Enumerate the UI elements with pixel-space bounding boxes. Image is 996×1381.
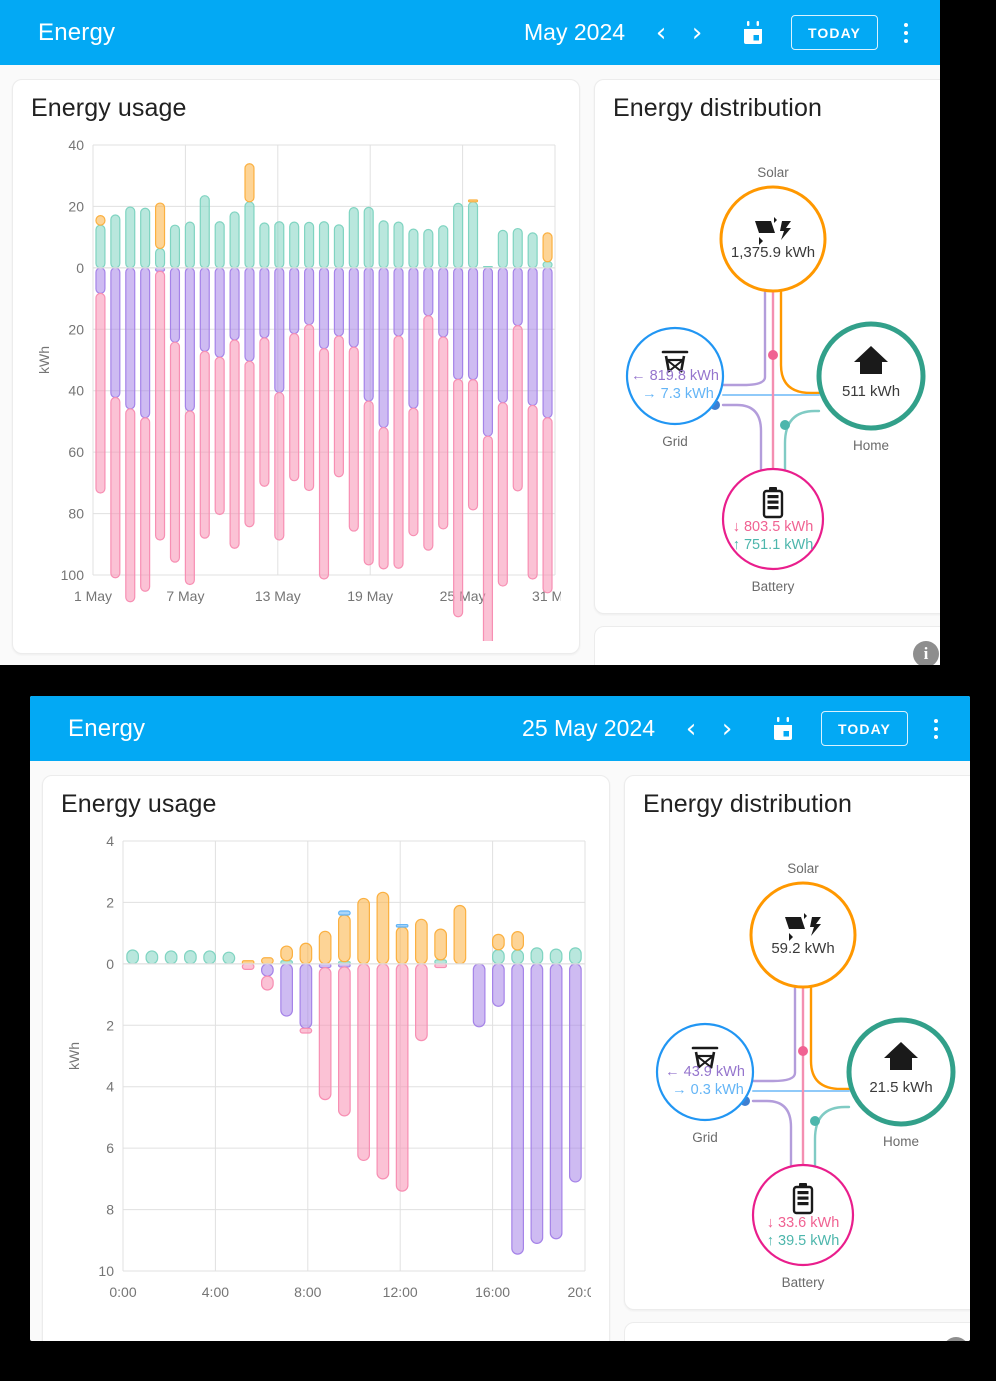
energy-distribution-title: Energy distribution bbox=[613, 94, 822, 122]
svg-text:→ 7.3 kWh: → 7.3 kWh bbox=[642, 386, 714, 402]
chevron-left-icon[interactable]: ‹ bbox=[685, 713, 697, 744]
svg-text:4: 4 bbox=[106, 1079, 114, 1095]
svg-text:8:00: 8:00 bbox=[294, 1284, 321, 1300]
date-range-label: May 2024 bbox=[524, 19, 626, 45]
usage-bar-chart-svg: 4 2 0 2 4 6 8 10 0:00 4:00 8:00 12:00 16:00 20:00 kWh bbox=[66, 833, 591, 1300]
svg-text:12:00: 12:00 bbox=[383, 1284, 418, 1300]
svg-text:4: 4 bbox=[106, 833, 114, 849]
energy-usage-card-day: Energy usage 4 2 0 2 4 6 8 10 0:00 4:00 8:00 12:00 1… bbox=[42, 775, 610, 1341]
svg-text:19 May: 19 May bbox=[347, 588, 393, 604]
svg-text:→ 0.3 kWh: → 0.3 kWh bbox=[672, 1082, 744, 1098]
energy-distribution-card-month: Energy distribution Solar 1,375.9 kWh Grid… bbox=[594, 79, 940, 614]
chevron-left-icon[interactable]: ‹ bbox=[655, 17, 667, 48]
svg-text:8: 8 bbox=[106, 1202, 114, 1218]
svg-text:7 May: 7 May bbox=[166, 588, 204, 604]
more-vert-icon[interactable] bbox=[922, 709, 950, 749]
svg-text:0: 0 bbox=[106, 956, 114, 972]
svg-text:60: 60 bbox=[68, 444, 84, 460]
svg-text:13 May: 13 May bbox=[255, 588, 301, 604]
svg-text:16:00: 16:00 bbox=[475, 1284, 510, 1300]
svg-text:2: 2 bbox=[106, 1017, 114, 1033]
info-icon[interactable]: i bbox=[943, 1337, 969, 1341]
chevron-right-icon[interactable]: › bbox=[691, 17, 703, 48]
app-title: Energy bbox=[38, 18, 116, 46]
svg-text:Battery: Battery bbox=[752, 579, 795, 594]
today-button[interactable]: TODAY bbox=[791, 15, 878, 50]
energy-usage-card-month: Energy usage 40 20 0 20 40 60 80 100 1 May 7 May 1… bbox=[12, 79, 580, 654]
svg-text:40: 40 bbox=[68, 137, 84, 153]
app-bar-month: Energy May 2024 ‹ › TODAY bbox=[0, 0, 940, 65]
svg-text:0: 0 bbox=[76, 260, 84, 276]
energy-usage-chart-month[interactable]: 40 20 0 20 40 60 80 100 1 May 7 May 13 May 19 May 25… bbox=[31, 131, 561, 641]
svg-text:Home: Home bbox=[853, 438, 889, 453]
screenshot-month-view: Energy May 2024 ‹ › TODAY Energy usage 4… bbox=[0, 0, 940, 665]
energy-distribution-card-day: Energy distribution Solar 59.2 kWh Grid ← 4… bbox=[624, 775, 970, 1310]
svg-text:Solar: Solar bbox=[787, 861, 819, 876]
svg-text:Grid: Grid bbox=[662, 434, 688, 449]
energy-distribution-diagram[interactable]: Solar 1,375.9 kWh Grid ← 819.8 kWh → 7.3 kWh… bbox=[613, 131, 933, 601]
energy-sources-partial-card: i bbox=[594, 626, 940, 665]
donut-chart-preview bbox=[595, 627, 925, 665]
donut-chart-preview bbox=[625, 1323, 955, 1341]
chevron-right-icon[interactable]: › bbox=[721, 713, 733, 744]
svg-text:100: 100 bbox=[61, 567, 85, 583]
svg-text:kWh: kWh bbox=[66, 1042, 82, 1070]
svg-text:21.5 kWh: 21.5 kWh bbox=[869, 1079, 932, 1096]
app-title: Energy bbox=[68, 714, 146, 742]
date-range-label: 25 May 2024 bbox=[522, 715, 656, 741]
svg-text:2: 2 bbox=[106, 894, 114, 910]
svg-text:6: 6 bbox=[106, 1140, 114, 1156]
info-icon[interactable]: i bbox=[913, 641, 939, 665]
svg-text:10: 10 bbox=[98, 1263, 114, 1279]
svg-text:1,375.9 kWh: 1,375.9 kWh bbox=[731, 244, 815, 261]
today-button[interactable]: TODAY bbox=[821, 711, 908, 746]
svg-text:20:00: 20:00 bbox=[567, 1284, 591, 1300]
calendar-icon[interactable] bbox=[731, 12, 775, 54]
svg-text:20: 20 bbox=[68, 321, 84, 337]
svg-text:← 819.8 kWh: ← 819.8 kWh bbox=[631, 368, 719, 384]
svg-text:1 May: 1 May bbox=[74, 588, 112, 604]
svg-text:20: 20 bbox=[68, 198, 84, 214]
more-vert-icon[interactable] bbox=[892, 13, 920, 53]
svg-text:↑ 751.1 kWh: ↑ 751.1 kWh bbox=[733, 537, 814, 553]
svg-text:0:00: 0:00 bbox=[109, 1284, 136, 1300]
svg-text:Solar: Solar bbox=[757, 165, 789, 180]
screenshot-day-view: Energy 25 May 2024 ‹ › TODAY Energy usag… bbox=[30, 696, 970, 1341]
svg-text:31 May: 31 May bbox=[532, 588, 561, 604]
energy-usage-title: Energy usage bbox=[31, 94, 187, 122]
svg-text:4:00: 4:00 bbox=[202, 1284, 229, 1300]
app-bar-day: Energy 25 May 2024 ‹ › TODAY bbox=[30, 696, 970, 761]
svg-text:80: 80 bbox=[68, 506, 84, 522]
energy-distribution-title: Energy distribution bbox=[643, 790, 852, 818]
svg-text:Home: Home bbox=[883, 1134, 919, 1149]
svg-text:40: 40 bbox=[68, 383, 84, 399]
svg-text:↑ 39.5 kWh: ↑ 39.5 kWh bbox=[767, 1233, 840, 1249]
calendar-icon[interactable] bbox=[761, 708, 805, 750]
svg-text:↓ 33.6 kWh: ↓ 33.6 kWh bbox=[767, 1215, 840, 1231]
svg-text:↓ 803.5 kWh: ↓ 803.5 kWh bbox=[733, 519, 814, 535]
svg-text:Grid: Grid bbox=[692, 1130, 718, 1145]
svg-text:← 43.9 kWh: ← 43.9 kWh bbox=[665, 1064, 745, 1080]
svg-text:59.2 kWh: 59.2 kWh bbox=[771, 940, 834, 957]
energy-distribution-diagram[interactable]: Solar 59.2 kWh Grid ← 43.9 kWh → 0.3 kWh Home… bbox=[643, 827, 963, 1297]
svg-text:kWh: kWh bbox=[36, 346, 52, 374]
energy-sources-partial-card: i bbox=[624, 1322, 970, 1341]
svg-text:Battery: Battery bbox=[782, 1275, 825, 1290]
energy-usage-title: Energy usage bbox=[61, 790, 217, 818]
energy-usage-chart-day[interactable]: 4 2 0 2 4 6 8 10 0:00 4:00 8:00 12:00 16:00 20:00 kWh bbox=[61, 827, 591, 1337]
svg-text:511 kWh: 511 kWh bbox=[842, 383, 900, 400]
